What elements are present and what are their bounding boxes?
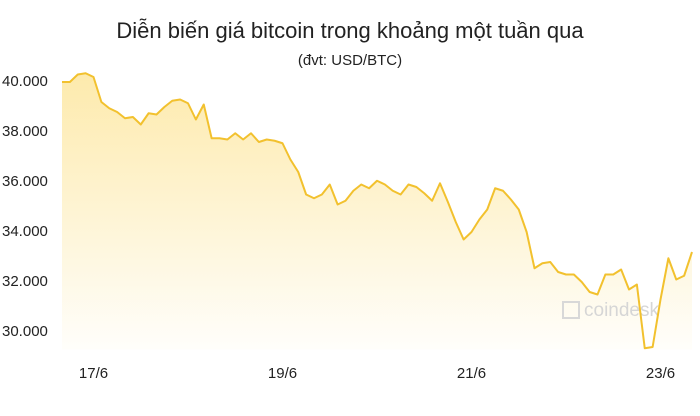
y-tick-label: 34.000 bbox=[2, 223, 48, 240]
x-tick-label: 19/6 bbox=[268, 365, 297, 382]
watermark-icon bbox=[562, 301, 580, 319]
x-tick-label: 17/6 bbox=[79, 365, 108, 382]
y-tick-label: 38.000 bbox=[2, 123, 48, 140]
y-tick-label: 30.000 bbox=[2, 323, 48, 340]
area bbox=[62, 73, 692, 350]
x-tick-label: 21/6 bbox=[457, 365, 486, 382]
y-tick-label: 40.000 bbox=[2, 73, 48, 90]
line bbox=[62, 72, 693, 350]
x-tick-label: 23/6 bbox=[646, 365, 675, 382]
chart-subtitle: (đvt: USD/BTC) bbox=[298, 52, 402, 69]
watermark: coindesk bbox=[584, 300, 659, 321]
y-tick-label: 32.000 bbox=[2, 273, 48, 290]
chart-title: Diễn biến giá bitcoin trong khoảng một t… bbox=[116, 18, 584, 43]
y-tick-label: 36.000 bbox=[2, 173, 48, 190]
